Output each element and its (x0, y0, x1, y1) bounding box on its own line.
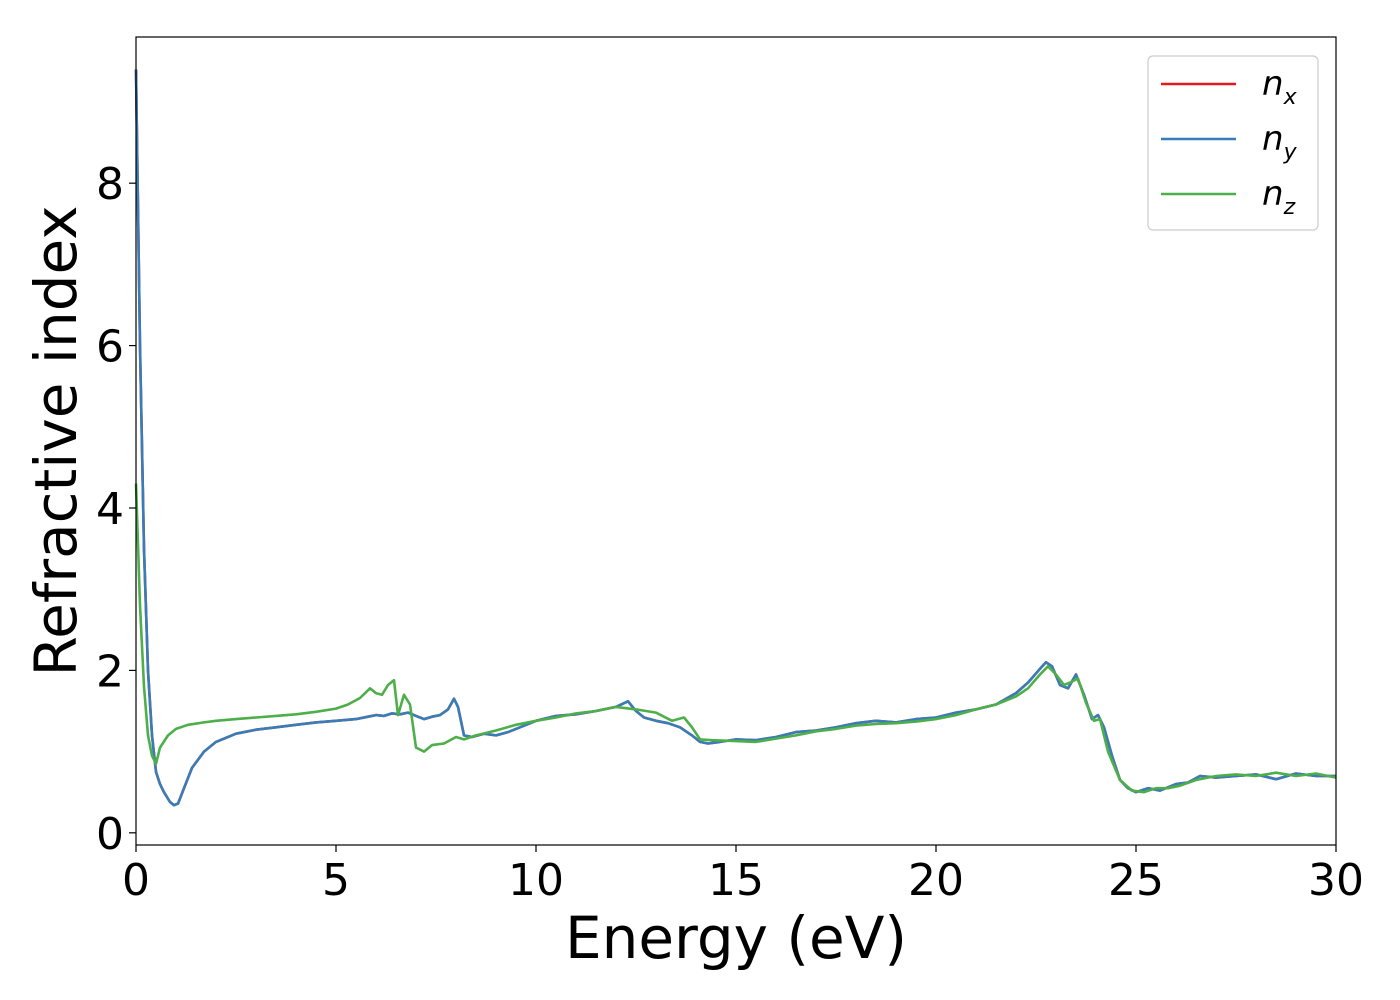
y-tick-label: 8 (96, 159, 124, 210)
legend-label-x: nx (1262, 64, 1298, 110)
y-axis-title: Refractive index (22, 205, 90, 676)
x-tick-label: 0 (122, 855, 150, 906)
x-tick-label: 20 (908, 855, 964, 906)
legend-box (1147, 55, 1319, 231)
ticks-layer: 0 5 10 15 20 25 30 0 2 4 6 8 (96, 159, 1364, 906)
y-tick-label: 2 (96, 646, 124, 697)
y-tick-label: 6 (96, 322, 124, 373)
legend-label-y: ny (1262, 119, 1298, 165)
x-axis-title: Energy (eV) (565, 904, 907, 972)
y-tick-label: 4 (96, 484, 124, 535)
x-tick-label: 5 (322, 855, 350, 906)
x-tick-label: 25 (1108, 855, 1164, 906)
x-tick-label: 10 (508, 855, 564, 906)
y-tick-label: 0 (96, 809, 124, 860)
x-tick-label: 15 (708, 855, 764, 906)
series-line-n-z (134, 483, 1337, 794)
series-line-n-y (134, 69, 1336, 807)
x-tick-label: 30 (1308, 855, 1364, 906)
series-layer (134, 69, 1337, 807)
